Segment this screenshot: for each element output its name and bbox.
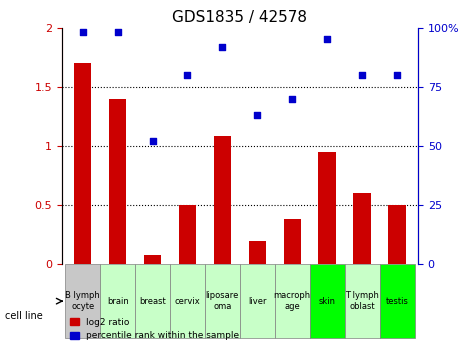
Text: liposare
oma: liposare oma — [206, 292, 239, 311]
Text: liver: liver — [248, 297, 266, 306]
FancyBboxPatch shape — [240, 264, 275, 338]
FancyBboxPatch shape — [275, 264, 310, 338]
FancyBboxPatch shape — [170, 264, 205, 338]
Point — [323, 37, 331, 42]
Point — [149, 138, 156, 144]
Text: brain: brain — [107, 297, 129, 306]
Point — [358, 72, 366, 78]
Bar — [284, 219, 301, 264]
Text: T lymph
oblast: T lymph oblast — [345, 292, 379, 311]
FancyBboxPatch shape — [345, 264, 380, 338]
Point — [288, 96, 296, 101]
Bar — [214, 136, 231, 264]
Bar — [144, 255, 162, 264]
Bar — [318, 152, 336, 264]
Text: breast: breast — [139, 297, 166, 306]
Text: B lymph
ocyte: B lymph ocyte — [66, 292, 100, 311]
Point — [393, 72, 401, 78]
Point — [114, 30, 122, 35]
FancyBboxPatch shape — [65, 264, 100, 338]
FancyBboxPatch shape — [310, 264, 345, 338]
Bar — [74, 63, 91, 264]
Bar — [179, 205, 196, 264]
Text: macroph
age: macroph age — [274, 292, 311, 311]
Point — [184, 72, 191, 78]
FancyBboxPatch shape — [100, 264, 135, 338]
Text: cervix: cervix — [175, 297, 200, 306]
Text: cell line: cell line — [5, 311, 42, 321]
Bar — [353, 193, 371, 264]
Bar — [109, 99, 126, 264]
Point — [254, 112, 261, 118]
Point — [218, 44, 226, 49]
Bar — [389, 205, 406, 264]
FancyBboxPatch shape — [380, 264, 415, 338]
Text: skin: skin — [319, 297, 336, 306]
Text: testis: testis — [386, 297, 408, 306]
Title: GDS1835 / 42578: GDS1835 / 42578 — [172, 10, 307, 25]
Bar — [248, 240, 266, 264]
Point — [79, 30, 86, 35]
Legend: log2 ratio, percentile rank within the sample: log2 ratio, percentile rank within the s… — [66, 314, 243, 344]
FancyBboxPatch shape — [135, 264, 170, 338]
FancyBboxPatch shape — [205, 264, 240, 338]
